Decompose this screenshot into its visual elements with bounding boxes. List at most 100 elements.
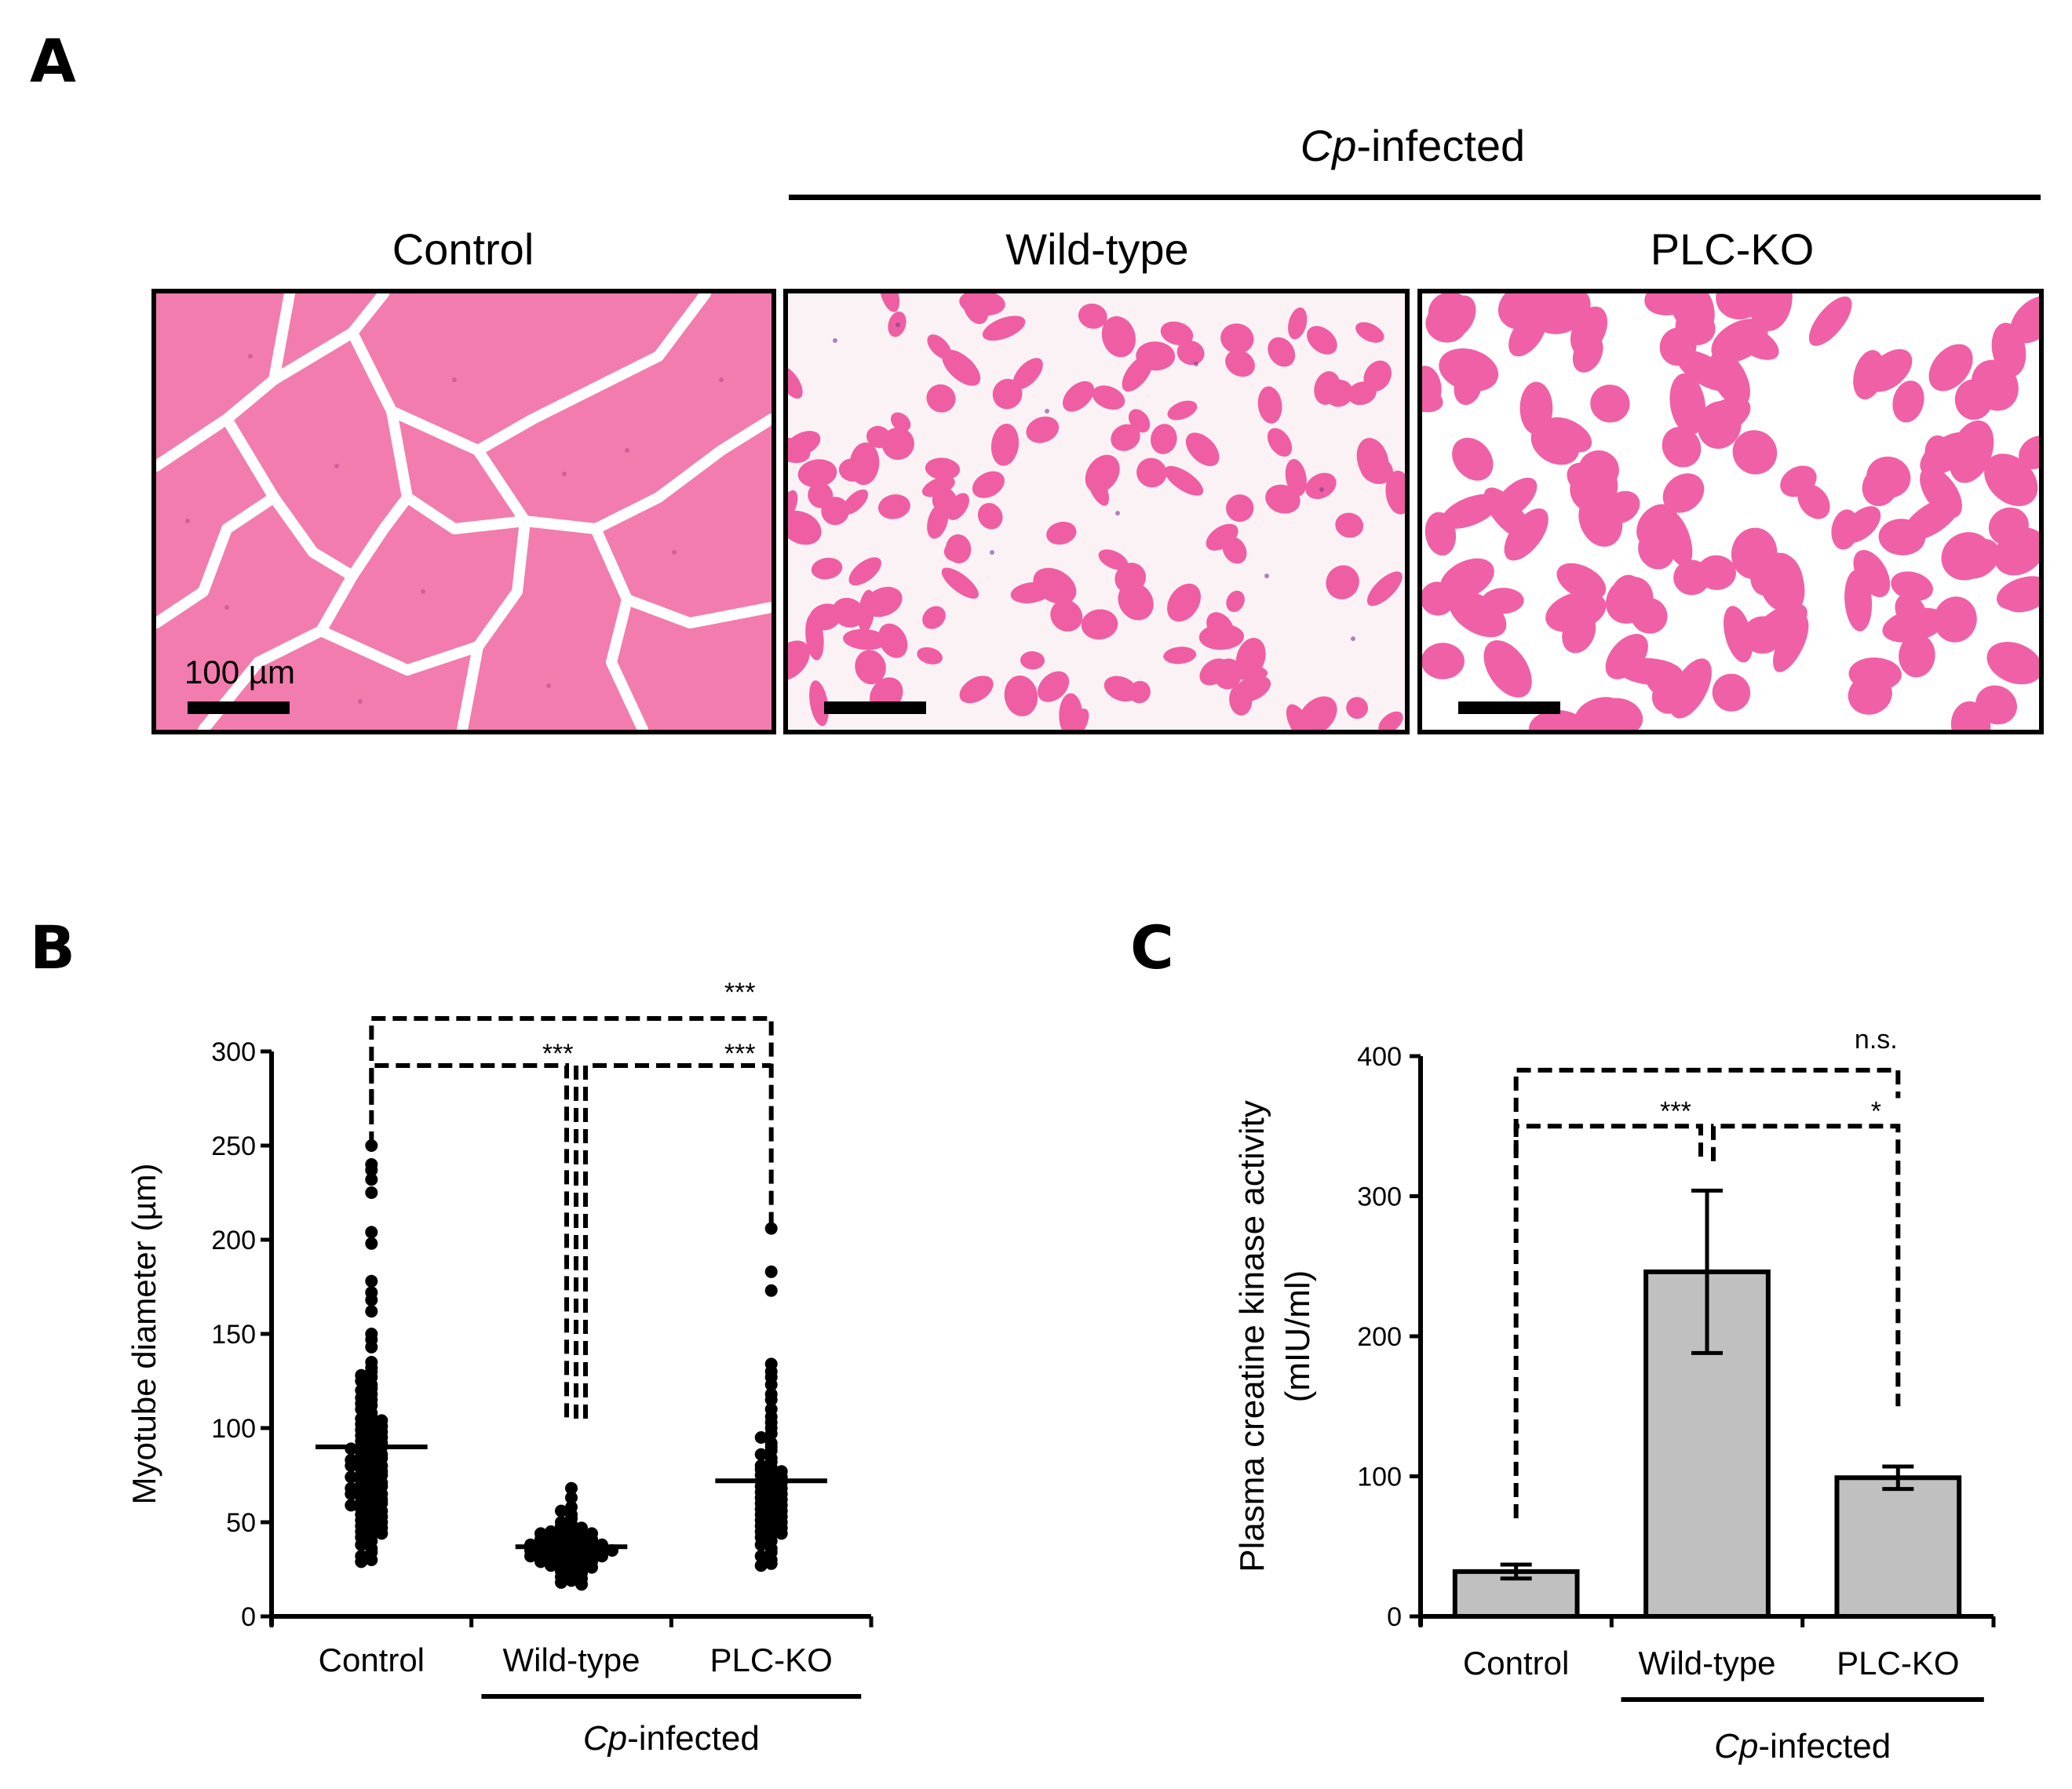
muscle-fiber <box>1101 316 1136 358</box>
muscle-fiber <box>788 510 822 545</box>
sig-bracket-outer <box>1513 1067 1901 1154</box>
muscle-fiber <box>1206 612 1235 643</box>
muscle-fiber <box>1808 296 1852 346</box>
x-tick-label: PLC-KO <box>1837 1645 1959 1682</box>
scale-bar-control <box>188 701 290 714</box>
series-plc-ko <box>754 1222 788 1572</box>
data-point <box>585 1561 598 1574</box>
data-point <box>754 1448 768 1461</box>
muscle-fiber <box>1848 674 1892 715</box>
x-tick-label: Control <box>319 1641 425 1678</box>
panel-b-label: B <box>30 913 75 982</box>
y-tick-label: 200 <box>1357 1322 1402 1352</box>
muscle-fiber <box>877 494 910 519</box>
panel-a-group-suffix: -infected <box>1356 121 1526 170</box>
bar-plc-ko <box>1834 1475 1962 1619</box>
muscle-fiber <box>1038 671 1070 702</box>
muscle-fiber <box>1605 633 1648 680</box>
muscle-fiber <box>1697 397 1751 438</box>
muscle-fiber <box>1057 594 1074 625</box>
muscle-fiber <box>890 412 911 432</box>
muscle-fiber <box>1638 530 1675 570</box>
muscle-fiber <box>1452 437 1494 481</box>
muscle-fiber <box>1288 307 1308 340</box>
muscle-fiber <box>1422 366 1442 409</box>
muscle-fiber <box>849 442 880 486</box>
sig-bracket-right <box>583 1063 772 1419</box>
muscle-fiber <box>977 503 1003 530</box>
data-point <box>764 1394 778 1406</box>
muscle-fiber <box>1285 458 1307 497</box>
muscle-fiber <box>1129 680 1151 704</box>
muscle-fiber <box>959 293 1005 316</box>
x-tick-label: Control <box>1463 1645 1569 1682</box>
sig-bracket-left <box>369 1063 569 1419</box>
sig-label: *** <box>724 1039 756 1069</box>
muscle-fiber <box>941 567 979 599</box>
data-point <box>565 1491 578 1504</box>
group-label-suffix: -infected <box>1758 1727 1891 1765</box>
muscle-fiber <box>1892 381 1924 423</box>
muscle-fiber <box>947 493 969 520</box>
muscle-fiber <box>1509 293 1556 328</box>
muscle-fiber <box>1986 641 2039 685</box>
muscle-fiber <box>1004 675 1038 716</box>
muscle-fiber <box>1941 532 1992 581</box>
muscle-fiber <box>1229 684 1253 716</box>
sig-label: * <box>1871 1096 1881 1126</box>
data-point <box>534 1555 547 1569</box>
muscle-fiber <box>1724 606 1753 663</box>
muscle-fiber <box>1596 698 1643 730</box>
muscle-fiber <box>926 384 956 413</box>
muscle-fiber <box>855 650 886 685</box>
muscle-fiber <box>1220 323 1254 354</box>
muscle-fiber <box>1226 590 1245 613</box>
data-point <box>764 1284 778 1297</box>
series-control <box>345 1139 388 1569</box>
muscle-fiber <box>1425 305 1468 343</box>
muscle-fiber <box>1378 711 1403 730</box>
muscle-fiber <box>1213 658 1242 690</box>
micrograph-wild-type-texture <box>788 293 1405 730</box>
muscle-fiber <box>1118 582 1154 621</box>
data-point <box>355 1538 368 1551</box>
panel-a-col-control: Control <box>392 224 534 274</box>
muscle-fiber <box>788 640 810 681</box>
chart-c: 0 100 200 300 400 Control Wild-type PLC-KO Plasm… <box>1233 1025 1996 1765</box>
x-tick-label: PLC-KO <box>710 1641 832 1678</box>
data-point <box>345 1459 358 1472</box>
muscle-fiber <box>1167 400 1198 421</box>
data-point <box>754 1559 768 1572</box>
muscle-fiber <box>1659 327 1697 366</box>
muscle-fiber <box>809 680 829 727</box>
muscle-fiber <box>2010 295 2039 344</box>
group-label: Cp-infected <box>1714 1727 1891 1765</box>
data-point <box>355 1375 368 1387</box>
muscle-fiber <box>927 334 952 359</box>
muscle-fiber <box>1225 349 1255 377</box>
panel-a-group-label: Cp-infected <box>1177 124 1648 168</box>
x-tick-label: Wild-type <box>1638 1645 1775 1682</box>
y-tick-label: 400 <box>1357 1042 1402 1072</box>
y-axis-label: Myotube diameter (µm) <box>126 1164 162 1505</box>
muscle-fiber <box>1528 709 1588 730</box>
muscle-fiber <box>1662 473 1705 513</box>
muscle-fiber <box>808 483 834 508</box>
muscle-fiber <box>1984 454 2038 506</box>
muscle-fiber <box>1572 334 1603 373</box>
muscle-fiber <box>1012 358 1043 390</box>
data-point <box>545 1559 557 1572</box>
data-point <box>365 1340 378 1354</box>
data-point <box>365 1173 378 1186</box>
muscle-fiber <box>1662 426 1702 468</box>
muscle-fiber <box>990 423 1020 466</box>
y-tick-label: 100 <box>211 1414 256 1444</box>
muscle-fiber <box>1494 477 1538 519</box>
data-point <box>345 1499 358 1512</box>
data-point <box>775 1527 788 1540</box>
muscle-fiber <box>1483 639 1532 698</box>
data-point <box>365 1305 378 1318</box>
y-axis-label-line1: Plasma creatine kinase activity <box>1233 1100 1271 1572</box>
data-point <box>754 1431 768 1444</box>
muscle-fiber <box>1235 637 1266 678</box>
